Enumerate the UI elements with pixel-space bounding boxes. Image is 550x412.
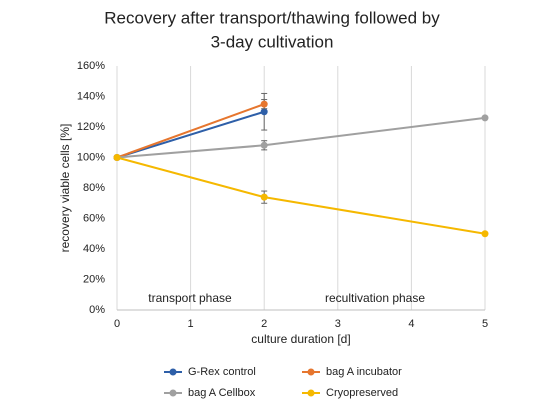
chart-title: Recovery after transport/thawing followe… xyxy=(104,8,440,27)
y-tick-label: 20% xyxy=(83,273,105,285)
legend-label: Cryopreserved xyxy=(326,387,398,399)
legend-label: bag A Cellbox xyxy=(188,387,256,399)
chart-title: 3-day cultivation xyxy=(211,32,334,51)
point xyxy=(260,141,268,149)
annotation: transport phase xyxy=(148,291,232,305)
y-axis-title: recovery viable cells [%] xyxy=(58,124,72,253)
point xyxy=(113,154,121,161)
x-tick-label: 4 xyxy=(408,318,414,330)
y-tick-label: 160% xyxy=(77,60,105,72)
x-axis-title: culture duration [d] xyxy=(251,332,350,346)
x-tick-label: 3 xyxy=(335,318,341,330)
y-tick-label: 60% xyxy=(83,212,105,224)
y-tick-label: 0% xyxy=(89,304,105,316)
legend-label: bag A incubator xyxy=(326,366,402,378)
x-tick-label: 1 xyxy=(188,318,194,330)
series-line xyxy=(116,110,265,159)
legend-marker xyxy=(169,389,177,397)
y-tick-label: 140% xyxy=(77,90,105,102)
series-line xyxy=(116,156,486,235)
annotation: recultivation phase xyxy=(325,291,425,305)
x-tick-label: 2 xyxy=(261,318,267,330)
point xyxy=(260,108,268,116)
legend-marker xyxy=(307,389,315,397)
y-tick-label: 120% xyxy=(77,121,105,133)
point xyxy=(260,100,268,108)
point xyxy=(481,114,489,122)
legend-marker xyxy=(307,368,315,376)
legend-marker xyxy=(169,368,177,376)
x-tick-label: 5 xyxy=(482,318,488,330)
legend-label: G-Rex control xyxy=(188,366,256,378)
y-tick-label: 100% xyxy=(77,151,105,163)
point xyxy=(481,230,489,238)
y-tick-label: 40% xyxy=(83,243,105,255)
x-tick-label: 0 xyxy=(114,318,120,330)
series-line xyxy=(116,103,265,159)
point xyxy=(260,193,268,201)
y-tick-label: 80% xyxy=(83,182,105,194)
